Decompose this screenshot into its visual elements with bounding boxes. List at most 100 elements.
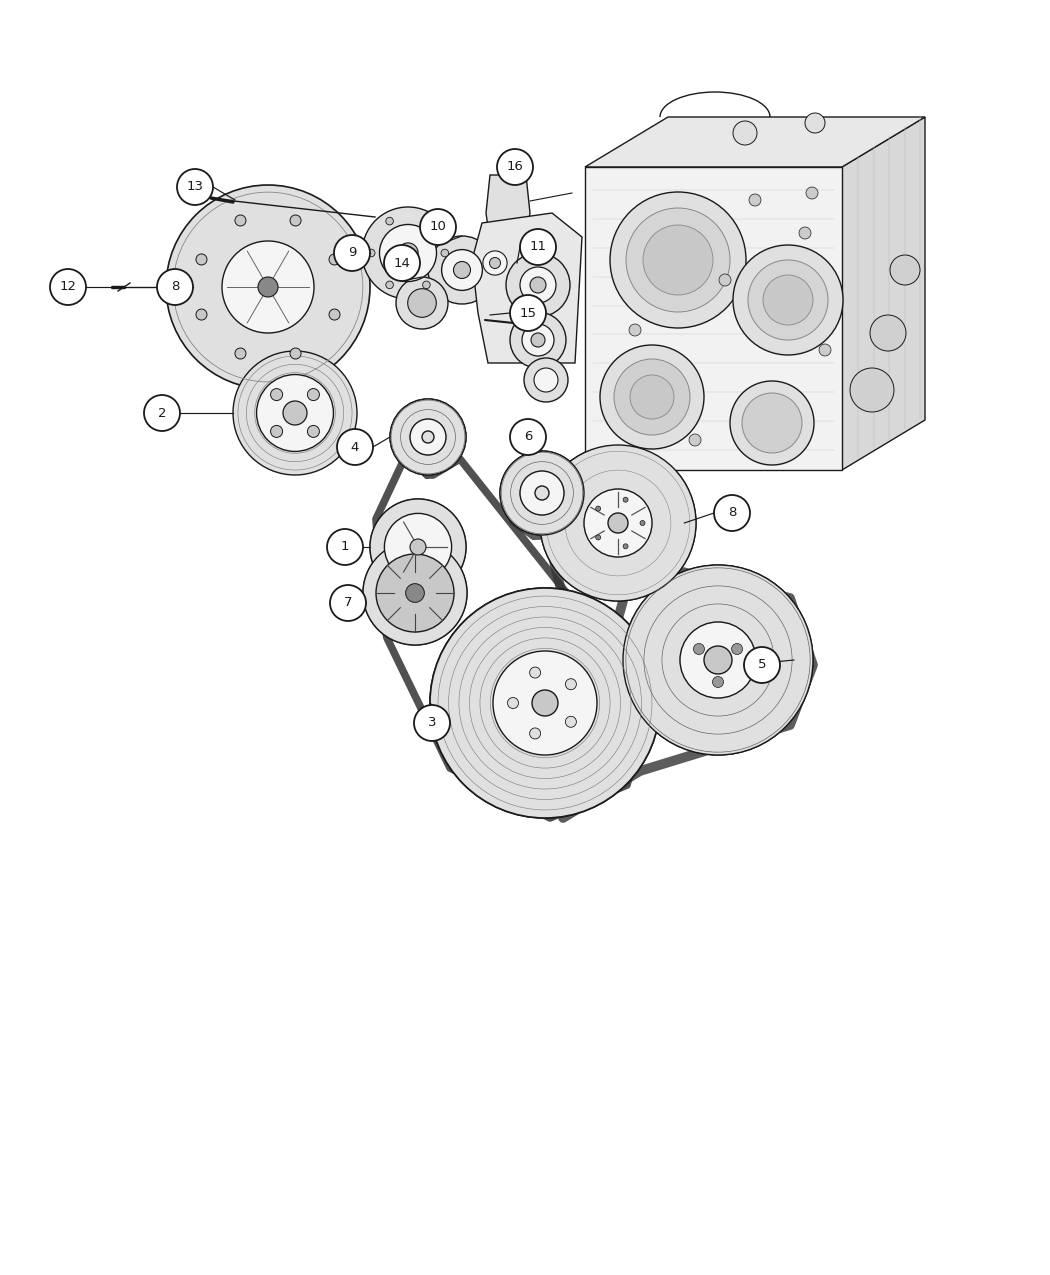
Circle shape [329, 254, 340, 265]
Text: 15: 15 [520, 306, 537, 320]
Circle shape [396, 277, 448, 329]
Circle shape [308, 426, 319, 437]
Text: 13: 13 [187, 181, 204, 194]
Circle shape [540, 445, 696, 601]
Circle shape [530, 277, 546, 293]
Circle shape [749, 194, 761, 207]
Circle shape [271, 389, 282, 400]
Circle shape [713, 677, 723, 687]
Circle shape [520, 230, 556, 265]
Circle shape [510, 295, 546, 332]
Circle shape [330, 585, 366, 621]
Circle shape [520, 266, 556, 303]
Circle shape [494, 652, 597, 755]
Circle shape [732, 644, 742, 654]
Circle shape [870, 315, 906, 351]
Circle shape [235, 215, 246, 226]
Circle shape [565, 717, 576, 727]
Circle shape [422, 431, 434, 442]
Circle shape [623, 544, 628, 548]
Circle shape [410, 419, 446, 455]
Circle shape [363, 541, 467, 645]
Circle shape [623, 544, 628, 548]
Circle shape [719, 274, 731, 286]
Circle shape [623, 565, 813, 755]
Circle shape [704, 646, 732, 674]
Circle shape [384, 514, 452, 580]
Text: 11: 11 [529, 241, 546, 254]
Circle shape [706, 648, 730, 672]
Circle shape [384, 514, 452, 580]
Circle shape [414, 705, 450, 741]
Circle shape [222, 241, 314, 333]
Circle shape [565, 717, 576, 727]
Circle shape [520, 470, 564, 515]
Circle shape [536, 486, 549, 500]
Circle shape [290, 348, 301, 360]
Text: 3: 3 [427, 717, 436, 729]
Circle shape [327, 529, 363, 565]
Circle shape [405, 584, 424, 602]
Circle shape [284, 402, 307, 425]
Circle shape [531, 333, 545, 347]
Circle shape [565, 678, 576, 690]
Text: 2: 2 [158, 407, 166, 419]
Circle shape [706, 648, 730, 672]
Circle shape [640, 520, 645, 525]
Circle shape [540, 445, 696, 601]
Circle shape [430, 588, 660, 819]
Circle shape [536, 486, 549, 500]
Circle shape [368, 249, 375, 256]
Circle shape [763, 275, 813, 325]
Circle shape [166, 185, 370, 389]
Circle shape [608, 513, 628, 533]
Circle shape [430, 588, 660, 819]
Text: 5: 5 [758, 658, 766, 672]
Text: 4: 4 [351, 440, 359, 454]
Circle shape [405, 584, 424, 602]
Circle shape [532, 690, 558, 717]
Circle shape [507, 697, 519, 709]
Circle shape [410, 419, 446, 455]
Circle shape [623, 497, 628, 502]
Circle shape [714, 495, 750, 530]
Text: 16: 16 [506, 161, 524, 173]
Circle shape [799, 227, 811, 238]
Text: 7: 7 [343, 597, 352, 609]
Circle shape [595, 506, 601, 511]
Circle shape [379, 224, 437, 282]
Circle shape [494, 652, 597, 755]
Circle shape [196, 254, 207, 265]
Circle shape [742, 393, 802, 453]
Circle shape [689, 434, 701, 446]
Circle shape [258, 277, 278, 297]
Circle shape [805, 113, 825, 133]
Circle shape [529, 728, 541, 740]
Circle shape [370, 499, 466, 595]
Circle shape [385, 280, 394, 288]
Circle shape [693, 644, 705, 654]
Circle shape [390, 399, 466, 476]
Circle shape [422, 431, 434, 442]
Circle shape [410, 539, 426, 555]
Polygon shape [585, 167, 842, 470]
Circle shape [520, 470, 564, 515]
Circle shape [497, 149, 533, 185]
Circle shape [608, 513, 628, 533]
Circle shape [532, 690, 558, 717]
Text: 10: 10 [429, 221, 446, 233]
Circle shape [158, 269, 193, 305]
Circle shape [595, 536, 601, 539]
Circle shape [595, 506, 601, 511]
Circle shape [584, 490, 652, 557]
Circle shape [733, 121, 757, 145]
Circle shape [454, 261, 470, 278]
Text: 6: 6 [524, 431, 532, 444]
Circle shape [442, 250, 482, 291]
Circle shape [483, 251, 507, 275]
Circle shape [384, 245, 420, 280]
Circle shape [256, 375, 334, 451]
Circle shape [362, 207, 454, 300]
Circle shape [524, 358, 568, 402]
Circle shape [233, 351, 357, 476]
